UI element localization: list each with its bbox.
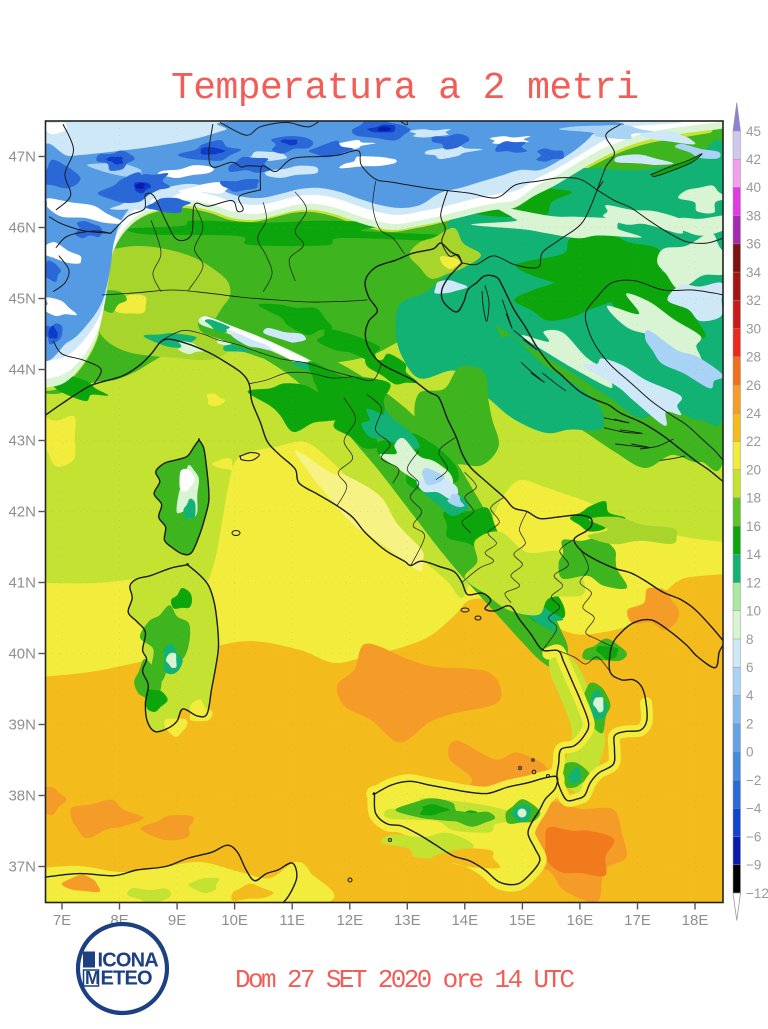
svg-text:14E: 14E: [451, 912, 478, 929]
svg-text:18: 18: [746, 491, 761, 506]
svg-text:17E: 17E: [624, 912, 651, 929]
svg-text:13E: 13E: [394, 912, 421, 929]
svg-text:8: 8: [746, 632, 754, 647]
svg-text:46N: 46N: [8, 220, 36, 237]
svg-text:38N: 38N: [8, 788, 36, 805]
svg-text:−4: −4: [746, 801, 762, 816]
svg-text:16E: 16E: [567, 912, 594, 929]
svg-text:24: 24: [746, 406, 762, 421]
svg-text:−12: −12: [746, 886, 768, 901]
svg-text:22: 22: [746, 434, 761, 449]
svg-text:34: 34: [746, 265, 762, 280]
svg-text:40N: 40N: [8, 646, 36, 663]
svg-text:45N: 45N: [8, 291, 36, 308]
svg-text:41N: 41N: [8, 575, 36, 592]
svg-text:18E: 18E: [682, 912, 709, 929]
svg-text:−2: −2: [746, 773, 761, 788]
svg-text:ETEO: ETEO: [101, 968, 152, 990]
svg-text:20: 20: [746, 463, 761, 478]
svg-text:15E: 15E: [509, 912, 536, 929]
svg-text:10E: 10E: [221, 912, 248, 929]
svg-text:2: 2: [746, 717, 754, 732]
svg-text:30: 30: [746, 321, 761, 336]
svg-text:Temperatura a 2 metri: Temperatura a 2 metri: [171, 67, 639, 110]
svg-text:38: 38: [746, 209, 761, 224]
svg-text:32: 32: [746, 293, 761, 308]
svg-text:ICONA: ICONA: [98, 950, 159, 972]
svg-text:11E: 11E: [279, 912, 305, 929]
svg-text:43N: 43N: [8, 433, 36, 450]
svg-text:14: 14: [746, 547, 762, 562]
svg-text:44N: 44N: [8, 362, 36, 379]
svg-text:42N: 42N: [8, 504, 36, 521]
svg-text:10: 10: [746, 604, 761, 619]
svg-text:47N: 47N: [8, 149, 36, 166]
svg-text:6: 6: [746, 660, 754, 675]
svg-text:12E: 12E: [336, 912, 363, 929]
svg-text:M: M: [85, 968, 100, 988]
svg-text:12: 12: [746, 575, 761, 590]
svg-text:9E: 9E: [168, 912, 186, 929]
svg-text:36: 36: [746, 237, 761, 252]
svg-text:−9: −9: [746, 858, 761, 873]
svg-text:7E: 7E: [53, 912, 71, 929]
svg-text:Dom 27 SET 2020 ore 14 UTC: Dom 27 SET 2020 ore 14 UTC: [235, 965, 575, 995]
svg-text:39N: 39N: [8, 717, 36, 734]
svg-text:26: 26: [746, 378, 761, 393]
svg-text:16: 16: [746, 519, 761, 534]
svg-text:37N: 37N: [8, 859, 36, 876]
svg-text:42: 42: [746, 152, 761, 167]
svg-text:28: 28: [746, 350, 761, 365]
svg-text:4: 4: [746, 688, 754, 703]
svg-text:40: 40: [746, 180, 761, 195]
svg-text:0: 0: [746, 745, 754, 760]
svg-text:−6: −6: [746, 829, 761, 844]
svg-text:45: 45: [746, 124, 761, 139]
